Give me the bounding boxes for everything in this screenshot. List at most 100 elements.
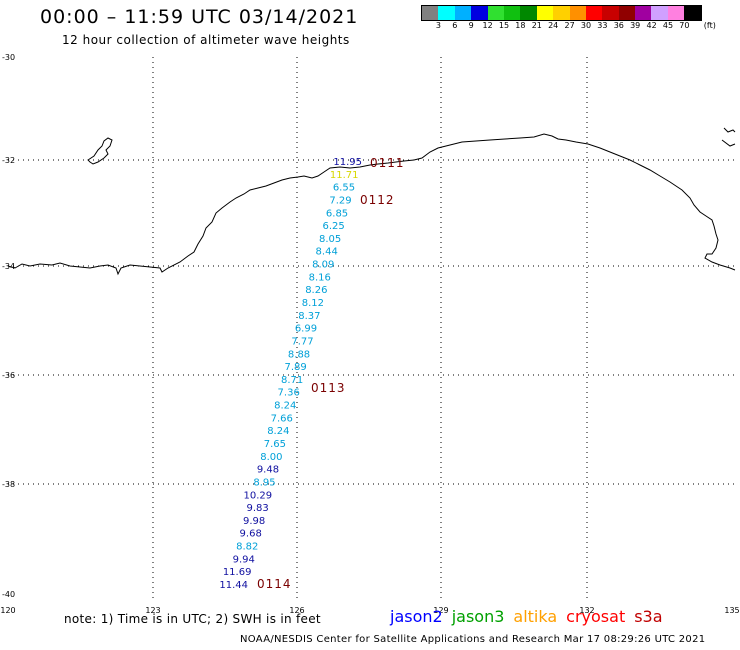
colorbar-label: 39 <box>630 21 641 30</box>
colorbar-swatch <box>651 6 668 20</box>
colorbar-swatch <box>471 6 488 20</box>
swh-value: 7.36 <box>278 388 300 399</box>
colorbar-labels: 3 6 9 12 15 18 21 24 27 30 33 36 39 42 45 70 (ft) <box>421 21 740 33</box>
map-grid <box>8 57 735 598</box>
footer-note: note: 1) Time is in UTC; 2) SWH is in fe… <box>64 612 321 626</box>
satellite-legend-item: jason3 <box>451 607 505 626</box>
colorbar-label: 9 <box>468 21 474 30</box>
pass-time-label: 0112 <box>360 193 395 207</box>
colorbar-swatch <box>422 6 439 20</box>
colorbar-swatch <box>536 6 554 20</box>
footer-credit: NOAA/NESDIS Center for Satellite Applica… <box>240 634 706 645</box>
swh-value: 6.25 <box>322 221 344 232</box>
swh-value: 8.88 <box>288 349 310 360</box>
colorbar-label: 42 <box>646 21 657 30</box>
map-subtitle: 12 hour collection of altimeter wave hei… <box>62 33 350 47</box>
coastline-east-edge <box>721 127 736 147</box>
swh-value: 8.71 <box>281 375 303 386</box>
lon-label: 132 <box>579 606 594 615</box>
swh-value: 11.69 <box>223 567 252 578</box>
colorbar-label: 3 <box>435 21 441 30</box>
colorbar-swatch <box>635 6 652 20</box>
swh-value: 9.98 <box>243 516 265 527</box>
lon-label: 135 <box>724 606 739 615</box>
swh-value: 8.44 <box>316 247 338 258</box>
swh-value: 8.95 <box>253 477 275 488</box>
colorbar-label: 33 <box>597 21 608 30</box>
swh-value: 8.82 <box>236 542 258 553</box>
swh-value: 8.05 <box>319 234 341 245</box>
lat-label: -36 <box>2 371 15 380</box>
swh-value: 8.24 <box>274 401 296 412</box>
colorbar-label: 70 <box>679 21 690 30</box>
map-title: 00:00 – 11:59 UTC 03/14/2021 <box>40 6 359 28</box>
colorbar-swatch <box>569 6 586 20</box>
lon-label: 129 <box>433 606 448 615</box>
colorbar-label: 24 <box>548 21 559 30</box>
lat-label: -32 <box>2 156 15 165</box>
lat-label: -38 <box>2 480 15 489</box>
colorbar-label: 27 <box>564 21 575 30</box>
swh-value: 7.77 <box>291 336 313 347</box>
colorbar-swatch <box>602 6 619 20</box>
colorbar-swatch <box>454 6 472 20</box>
coastline-mainland <box>7 133 736 276</box>
satellite-legend-item: altika <box>513 607 558 626</box>
swh-value: 7.29 <box>329 195 351 206</box>
pass-time-label: 0111 <box>370 156 405 170</box>
pass-time-label: 0113 <box>311 381 346 395</box>
colorbar-label: 45 <box>662 21 674 30</box>
colorbar-label: 18 <box>515 21 526 30</box>
swh-value: 11.44 <box>219 580 248 591</box>
swh-value: 6.85 <box>326 208 348 219</box>
swh-value: 6.55 <box>333 183 355 194</box>
swh-track: 11.9511.716.557.296.856.258.058.448.098.… <box>219 157 362 591</box>
swh-value: 9.68 <box>240 529 262 540</box>
lon-label: 126 <box>289 606 304 615</box>
swh-value: 6.99 <box>295 324 317 335</box>
colorbar-label: 6 <box>452 21 458 30</box>
swh-value: 11.95 <box>333 157 362 168</box>
colorbar-swatch <box>585 6 603 20</box>
coastline-island-west <box>87 137 113 165</box>
coastline <box>7 127 736 276</box>
swh-value: 9.48 <box>257 465 279 476</box>
swh-value: 7.66 <box>271 413 293 424</box>
colorbar-label: 12 <box>482 21 493 30</box>
swh-value: 7.89 <box>284 362 306 373</box>
lat-label: -40 <box>2 590 15 599</box>
lat-label: -30 <box>2 53 15 62</box>
swh-value: 8.37 <box>298 311 320 322</box>
lon-label: 120 <box>0 606 15 615</box>
colorbar-swatch <box>618 6 636 20</box>
swh-value: 9.94 <box>233 554 255 565</box>
swh-value: 8.09 <box>312 260 334 271</box>
satellite-legend-item: jason2 <box>390 607 443 626</box>
pass-time-label: 0114 <box>257 577 292 591</box>
colorbar-label: 30 <box>580 21 592 30</box>
swh-colorbar <box>421 5 702 21</box>
swh-value: 7.65 <box>264 439 286 450</box>
colorbar-unit: (ft) <box>703 21 716 30</box>
swh-value: 8.12 <box>302 298 324 309</box>
colorbar-swatch <box>503 6 521 20</box>
colorbar-label: 21 <box>531 21 542 30</box>
satellite-legend-item: cryosat <box>566 607 626 626</box>
colorbar-swatch <box>438 6 455 20</box>
swh-value: 8.00 <box>260 452 282 463</box>
pass-time-labels: 0111 0112 0113 0114 <box>257 156 405 591</box>
colorbar-label: 36 <box>613 21 624 30</box>
colorbar-swatch <box>520 6 537 20</box>
swh-value: 8.16 <box>309 272 331 283</box>
swh-value: 8.26 <box>305 285 327 296</box>
colorbar-swatch <box>553 6 570 20</box>
swh-value: 8.24 <box>267 426 289 437</box>
swh-value: 10.29 <box>244 490 273 501</box>
colorbar-label: 15 <box>498 21 510 30</box>
colorbar-swatch <box>487 6 504 20</box>
colorbar-swatch <box>667 6 685 20</box>
satellite-legend: jason2 jason3 altika cryosat s3a <box>390 607 672 626</box>
satellite-legend-item: s3a <box>634 607 663 626</box>
